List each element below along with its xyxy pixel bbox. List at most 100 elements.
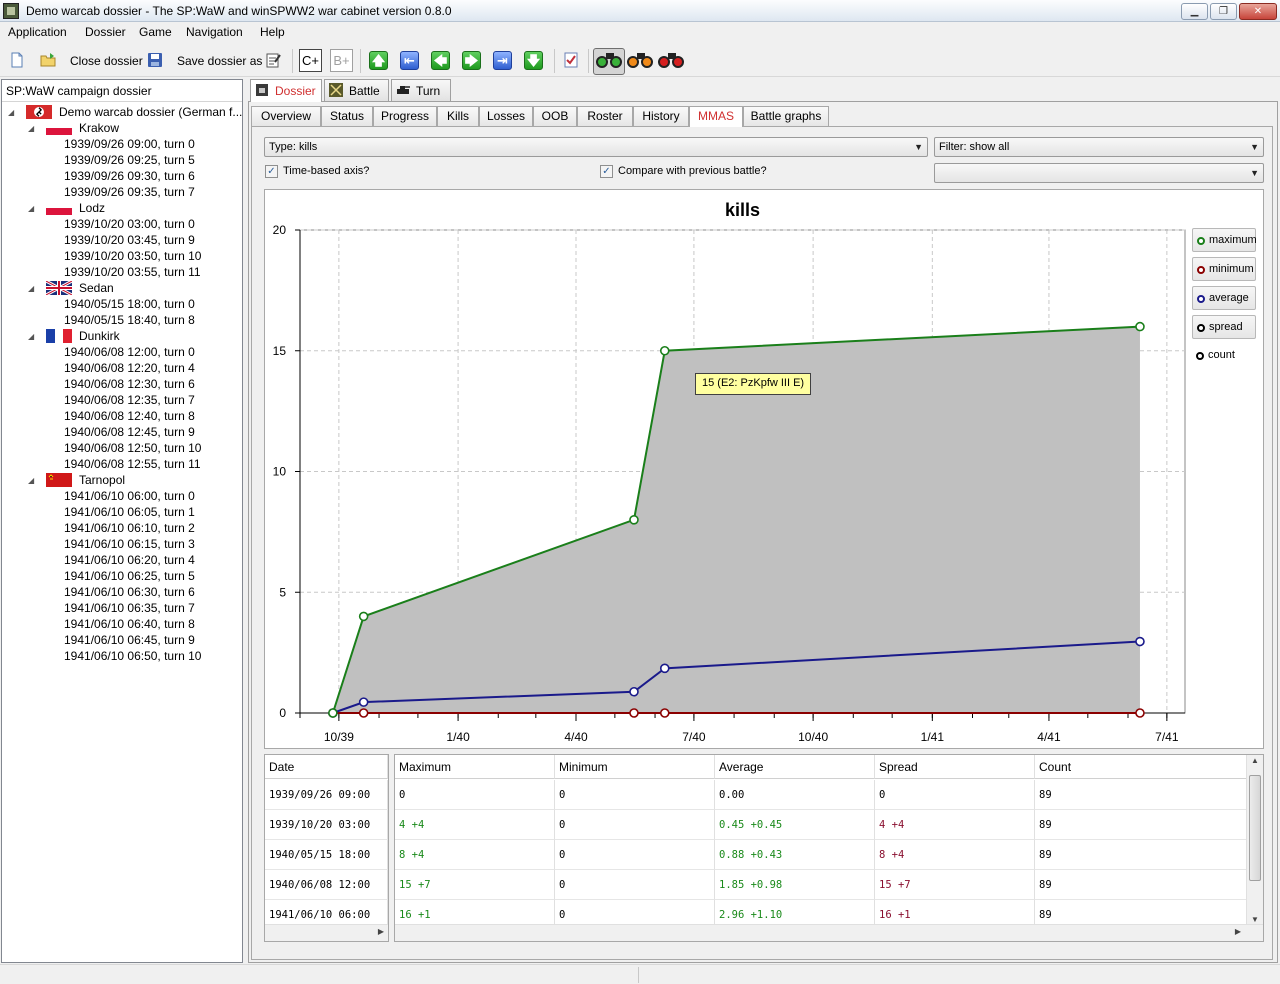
tree-turn-item[interactable]: 1940/06/08 12:35, turn 7: [64, 393, 195, 407]
tree-turn-item[interactable]: 1940/06/08 12:40, turn 8: [64, 409, 195, 423]
nav-last-icon[interactable]: ⇥: [493, 51, 512, 70]
tab-progress[interactable]: Progress: [373, 106, 437, 126]
column-header-count[interactable]: Count: [1035, 755, 1247, 779]
save-dossier-as-button[interactable]: Save dossier as: [177, 54, 263, 68]
tab-history[interactable]: History: [633, 106, 689, 126]
tree-turn-item[interactable]: 1941/06/10 06:25, turn 5: [64, 569, 195, 583]
binoculars-red-icon[interactable]: [658, 51, 686, 69]
horizontal-scrollbar[interactable]: ▶: [265, 924, 388, 941]
scroll-down-icon[interactable]: ▼: [1251, 915, 1259, 924]
legend-item-maximum[interactable]: maximum: [1192, 228, 1257, 252]
tree-turn-item[interactable]: 1941/06/10 06:10, turn 2: [64, 521, 195, 535]
tree-turn-item[interactable]: 1939/10/20 03:50, turn 10: [64, 249, 202, 263]
nav-down-icon[interactable]: 🡇: [524, 51, 543, 70]
tree-turn-item[interactable]: 1939/09/26 09:25, turn 5: [64, 153, 195, 167]
legend-item-minimum[interactable]: minimum: [1192, 257, 1256, 281]
tree-turn-item[interactable]: 1940/06/08 12:55, turn 11: [64, 457, 201, 471]
tab-oob[interactable]: OOB: [533, 106, 577, 126]
type-select[interactable]: Type: kills ▼: [264, 137, 928, 157]
tree-turn-item[interactable]: 1941/06/10 06:05, turn 1: [64, 505, 195, 519]
expand-arrow-icon[interactable]: ◢: [28, 284, 35, 293]
minimize-button[interactable]: ▁: [1181, 3, 1208, 20]
tab-mmas[interactable]: MMAS: [689, 106, 743, 127]
tree-battle-lodz[interactable]: Lodz: [79, 201, 106, 215]
column-header-minimum[interactable]: Minimum: [555, 755, 715, 779]
tree-turn-item[interactable]: 1941/06/10 06:50, turn 10: [64, 649, 202, 663]
tree-turn-item[interactable]: 1941/06/10 06:30, turn 6: [64, 585, 195, 599]
tree-turn-item[interactable]: 1941/06/10 06:15, turn 3: [64, 537, 195, 551]
checklist-icon[interactable]: [563, 52, 579, 68]
nav-previous-icon[interactable]: 🡄: [431, 51, 450, 70]
tab-kills[interactable]: Kills: [437, 106, 479, 126]
tree-turn-item[interactable]: 1940/06/08 12:45, turn 9: [64, 425, 195, 439]
tree-turn-item[interactable]: 1939/10/20 03:00, turn 0: [64, 217, 195, 231]
tree-turn-item[interactable]: 1941/06/10 06:45, turn 9: [64, 633, 195, 647]
expand-arrow-icon[interactable]: ◢: [28, 204, 35, 213]
tree-turn-item[interactable]: 1939/10/20 03:55, turn 11: [64, 265, 201, 279]
binoculars-green-icon[interactable]: [596, 51, 624, 69]
time-axis-checkbox[interactable]: ✓: [265, 165, 278, 178]
close-window-button[interactable]: ✕: [1239, 3, 1277, 20]
tree-battle-tarnopol[interactable]: Tarnopol: [79, 473, 126, 487]
tab-status[interactable]: Status: [321, 106, 373, 126]
add-campaign-button[interactable]: C+: [299, 49, 322, 72]
tree-turn-item[interactable]: 1941/06/10 06:40, turn 8: [64, 617, 195, 631]
horizontal-scrollbar[interactable]: ▶: [395, 924, 1263, 941]
tree-turn-item[interactable]: 1940/06/08 12:00, turn 0: [64, 345, 195, 359]
legend-item-average[interactable]: average: [1192, 286, 1256, 310]
scroll-up-icon[interactable]: ▲: [1251, 756, 1259, 765]
expand-arrow-icon[interactable]: ◢: [28, 124, 35, 133]
compare-previous-checkbox[interactable]: ✓: [600, 165, 613, 178]
tree-root-dossier[interactable]: Demo warcab dossier (German f...: [59, 105, 243, 119]
tree-turn-item[interactable]: 1941/06/10 06:00, turn 0: [64, 489, 195, 503]
nav-first-icon[interactable]: ⇤: [400, 51, 419, 70]
tree-turn-item[interactable]: 1940/06/08 12:50, turn 10: [64, 441, 202, 455]
new-document-icon[interactable]: [9, 52, 25, 68]
tab-overview[interactable]: Overview: [251, 106, 321, 126]
scroll-right-icon[interactable]: ▶: [377, 927, 384, 936]
tree-turn-item[interactable]: 1939/09/26 09:00, turn 0: [64, 137, 195, 151]
tree-turn-item[interactable]: 1941/06/10 06:35, turn 7: [64, 601, 195, 615]
tab-turn[interactable]: Turn: [391, 79, 451, 101]
tab-battle-graphs[interactable]: Battle graphs: [743, 106, 829, 126]
menu-application[interactable]: Application: [8, 25, 67, 39]
filter-select[interactable]: Filter: show all ▼: [934, 137, 1264, 157]
scrollbar-thumb[interactable]: [1249, 775, 1261, 881]
menu-dossier[interactable]: Dossier: [85, 25, 126, 39]
expand-arrow-icon[interactable]: ◢: [28, 476, 35, 485]
legend-item-count[interactable]: count: [1192, 344, 1256, 368]
expand-arrow-icon[interactable]: ◢: [8, 108, 15, 117]
close-dossier-button[interactable]: Close dossier: [70, 54, 143, 68]
tree-turn-item[interactable]: 1941/06/10 06:20, turn 4: [64, 553, 195, 567]
maximize-button[interactable]: ❐: [1210, 3, 1237, 20]
tab-dossier[interactable]: Dossier: [250, 79, 322, 102]
add-battle-button[interactable]: B+: [330, 49, 353, 72]
tree-battle-dunkirk[interactable]: Dunkirk: [79, 329, 120, 343]
legend-item-spread[interactable]: spread: [1192, 315, 1256, 339]
column-header-average[interactable]: Average: [715, 755, 875, 779]
nav-up-icon[interactable]: 🡅: [369, 51, 388, 70]
compare-select[interactable]: ▼: [934, 163, 1264, 183]
tree-turn-item[interactable]: 1939/09/26 09:30, turn 6: [64, 169, 195, 183]
menu-game[interactable]: Game: [139, 25, 172, 39]
tree-battle-krakow[interactable]: Krakow: [79, 121, 120, 135]
tree-turn-item[interactable]: 1939/09/26 09:35, turn 7: [64, 185, 195, 199]
tab-losses[interactable]: Losses: [479, 106, 533, 126]
expand-arrow-icon[interactable]: ◢: [28, 332, 35, 341]
save-icon[interactable]: [147, 52, 163, 68]
binoculars-orange-icon[interactable]: [627, 51, 655, 69]
tab-battle[interactable]: Battle: [324, 79, 389, 101]
column-header-spread[interactable]: Spread: [875, 755, 1035, 779]
column-header-maximum[interactable]: Maximum: [395, 755, 555, 779]
scroll-right-icon[interactable]: ▶: [1234, 927, 1241, 936]
edit-notes-icon[interactable]: [265, 52, 281, 68]
date-column-header[interactable]: Date: [265, 755, 388, 779]
menu-help[interactable]: Help: [260, 25, 285, 39]
menu-navigation[interactable]: Navigation: [186, 25, 243, 39]
campaign-tree[interactable]: SP:WaW campaign dossier ◢ Demo warcab dos…: [1, 79, 243, 963]
statistics-table[interactable]: Maximum Minimum Average Spread Count 0 0 0.00 0 8…: [394, 754, 1264, 942]
tree-turn-item[interactable]: 1940/05/15 18:40, turn 8: [64, 313, 195, 327]
tree-turn-item[interactable]: 1940/05/15 18:00, turn 0: [64, 297, 195, 311]
tree-battle-sedan[interactable]: Sedan: [79, 281, 114, 295]
vertical-scrollbar[interactable]: ▲ ▼: [1246, 755, 1263, 925]
